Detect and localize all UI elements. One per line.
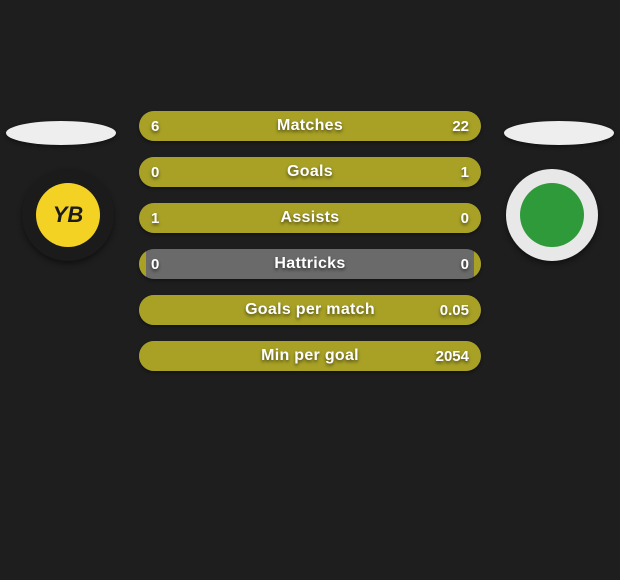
stat-label: Goals <box>139 157 481 187</box>
stat-label: Assists <box>139 203 481 233</box>
stat-row: 622Matches <box>139 111 481 141</box>
comparison-area: YB 622Matches 01Goals 10Assists 00Hattricks… <box>0 111 620 391</box>
crest-right-outer <box>506 169 598 261</box>
crest-left-outer: YB <box>22 169 114 261</box>
stat-row: 0.05Goals per match <box>139 295 481 325</box>
stat-label: Hattricks <box>139 249 481 279</box>
player-left-crest: YB <box>22 169 114 261</box>
stat-label: Matches <box>139 111 481 141</box>
stat-bars: 622Matches 01Goals 10Assists 00Hattricks 0.0… <box>139 111 481 387</box>
stat-label: Min per goal <box>139 341 481 371</box>
player-right-crest <box>506 169 598 261</box>
stat-label: Goals per match <box>139 295 481 325</box>
stat-row: 00Hattricks <box>139 249 481 279</box>
player-right-name-oval <box>504 121 614 145</box>
stat-row: 01Goals <box>139 157 481 187</box>
stat-row: 2054Min per goal <box>139 341 481 371</box>
player-left-name-oval <box>6 121 116 145</box>
crest-left-inner: YB <box>36 183 100 247</box>
infographic-root: A. Husic vs Trusty Club competitions, Se… <box>0 0 620 580</box>
crest-left-text: YB <box>53 202 84 228</box>
stat-row: 10Assists <box>139 203 481 233</box>
crest-right-inner <box>520 183 584 247</box>
